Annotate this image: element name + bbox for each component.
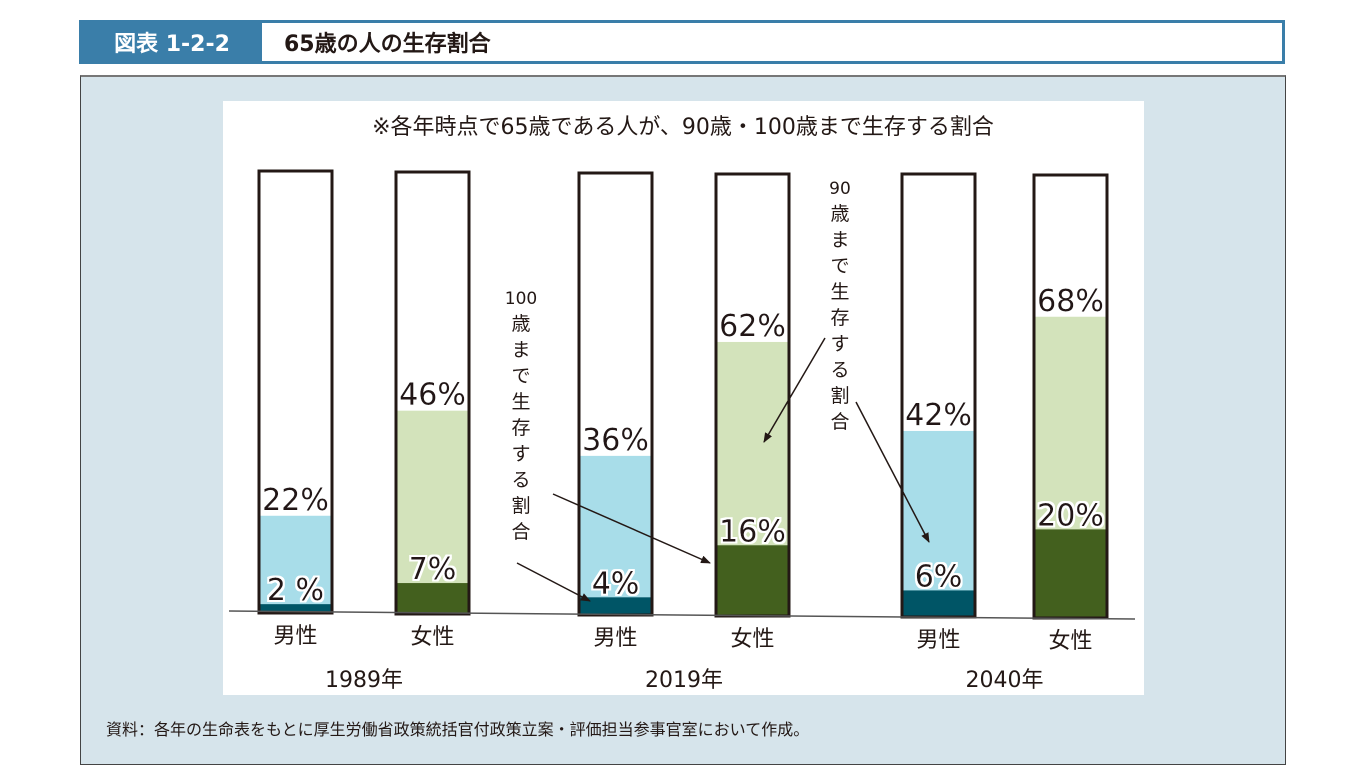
annotation-char: 存 (830, 307, 849, 329)
data-label-90: 46% (399, 378, 466, 413)
bar-segment-100 (1034, 529, 1107, 618)
annotation-char: で (511, 365, 530, 387)
bar-segment-100 (396, 583, 469, 614)
data-label-90: 22% (262, 483, 329, 518)
data-label-90: 36% (582, 423, 649, 458)
annotation-char: 歳 (511, 313, 530, 335)
group-label: 2019年 (645, 668, 723, 693)
annotation-char: 合 (830, 411, 849, 433)
figure-label: 図表 1-2-2 (82, 23, 262, 61)
category-label: 男性 (273, 624, 317, 649)
annotation-char: す (830, 333, 849, 355)
bar-segment-100 (716, 545, 789, 616)
group-label: 2040年 (966, 668, 1044, 693)
data-label-100: 4% (592, 566, 640, 601)
survival-chart: ※各年時点で65歳である人が、90歳・100歳まで生存する割合 22% 2 % 男性… (228, 115, 1136, 693)
data-label-100: 16% (719, 514, 786, 549)
category-label: 男性 (593, 626, 637, 651)
annotation-char: 割 (830, 385, 849, 407)
annotation-char: 合 (511, 521, 530, 543)
bar-frame (257, 169, 334, 615)
bar-segment-90 (902, 430, 975, 617)
annotation-char: 100 (505, 289, 537, 309)
x-axis-line (228, 610, 1136, 620)
data-label-100: 2 % (267, 573, 324, 608)
annotation-char: 歳 (830, 203, 849, 225)
bar-segment-90 (579, 455, 652, 615)
annotation-char: 存 (511, 417, 530, 439)
figure-title: 65歳の人の生存割合 (284, 32, 491, 57)
arrow-90-male-2040 (855, 401, 930, 543)
arrow-100-male-2019 (516, 562, 591, 602)
annotation-char: 生 (830, 281, 849, 303)
annotation-100: 100 歳まで生存する割合 (505, 289, 537, 543)
arrow-90-female-2019 (763, 337, 826, 443)
bar-segment-100 (902, 590, 975, 617)
bar-segment-90 (396, 410, 469, 614)
annotation-char: る (830, 359, 849, 381)
annotation-char: で (830, 255, 849, 277)
data-label-90: 62% (719, 309, 786, 344)
bar-segment-90 (259, 515, 332, 613)
category-label: 女性 (730, 627, 774, 652)
figure-header: 図表 1-2-2 65歳の人の生存割合 (79, 20, 1285, 64)
data-label-100: 20% (1037, 498, 1104, 533)
annotation-char: 90 (829, 179, 851, 199)
category-label: 女性 (1048, 629, 1092, 654)
annotation-char: ま (830, 229, 849, 251)
bar-frame (394, 170, 471, 616)
data-label-100: 7% (409, 552, 457, 587)
data-label-90: 68% (1037, 284, 1104, 319)
bar-segment-100 (579, 597, 652, 615)
chart-title: ※各年時点で65歳である人が、90歳・100歳まで生存する割合 (372, 115, 994, 140)
category-label: 男性 (916, 628, 960, 653)
annotation-char: る (511, 469, 530, 491)
category-label: 女性 (410, 625, 454, 650)
annotation-char: す (511, 443, 530, 465)
annotation-char: 生 (511, 391, 530, 413)
annotation-char: 割 (511, 495, 530, 517)
group-label: 1989年 (325, 668, 403, 693)
bar-segment-100 (259, 604, 332, 613)
annotation-char: ま (511, 339, 530, 361)
arrow-100-female-2019 (552, 493, 711, 564)
chart-area: ※各年時点で65歳である人が、90歳・100歳まで生存する割合 22% 2 % 男性… (223, 101, 1144, 695)
annotation-90: 90 歳まで生存する割合 (829, 179, 851, 433)
source-note: 資料：各年の生命表をもとに厚生労働省政策統括官付政策立案・評価担当参事官室におい… (106, 720, 810, 739)
data-label-100: 6% (915, 559, 963, 594)
data-label-90: 42% (905, 398, 972, 433)
